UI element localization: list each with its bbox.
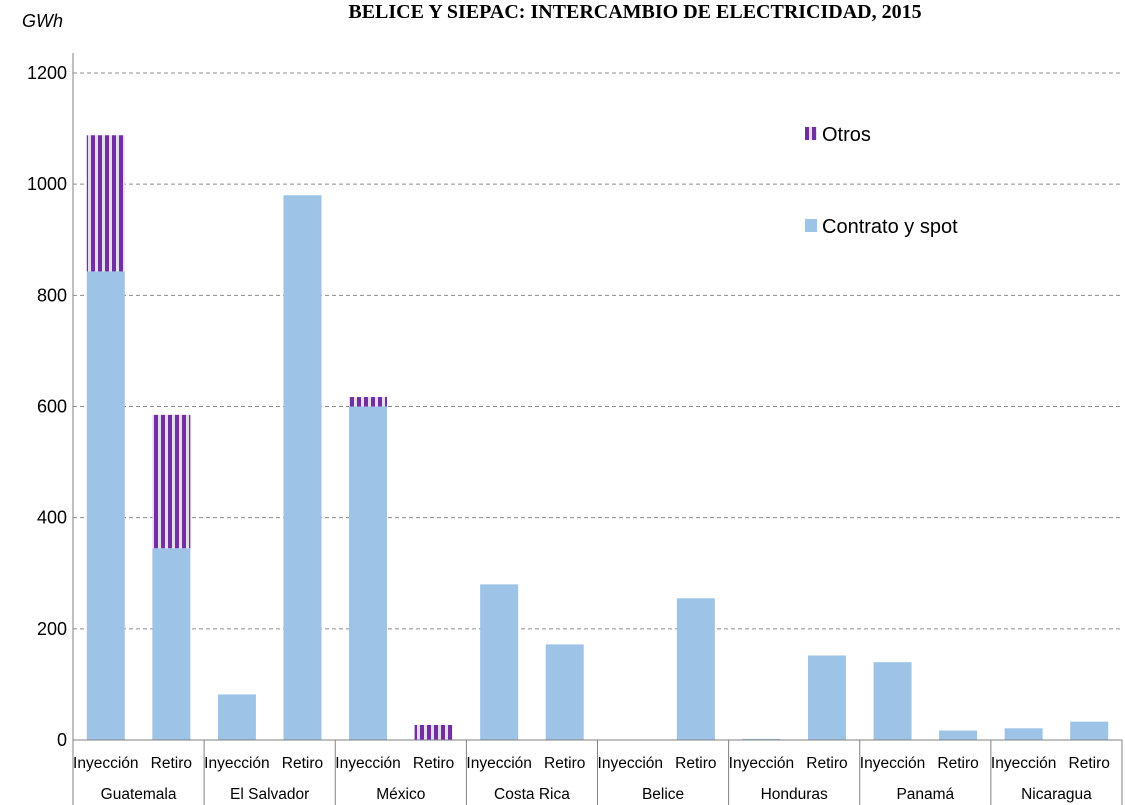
x-group-label: Nicaragua: [1021, 786, 1092, 803]
x-category-label: Inyección: [598, 755, 663, 772]
bar-contrato-spot: [939, 730, 978, 740]
y-tick-label: 800: [37, 285, 67, 305]
x-category-label: Inyección: [860, 755, 925, 772]
y-tick-label: 1200: [27, 63, 67, 83]
bar-otros: [152, 414, 191, 549]
y-axis-unit-label: GWh: [22, 11, 63, 31]
x-category-label: Retiro: [413, 755, 454, 772]
bar-contrato-spot: [807, 655, 846, 740]
x-group-label: Belice: [642, 786, 684, 803]
bar-contrato-spot: [152, 548, 191, 740]
x-group-label: Costa Rica: [494, 786, 570, 803]
x-group-label: Guatemala: [101, 786, 177, 803]
x-category-label: Inyección: [335, 755, 400, 772]
x-category-label: Inyección: [729, 755, 794, 772]
x-category-label: Retiro: [1069, 755, 1110, 772]
y-tick-label: 400: [37, 508, 67, 528]
x-category-label: Retiro: [151, 755, 192, 772]
x-category-label: Inyección: [204, 755, 269, 772]
x-category-label: Inyección: [466, 755, 531, 772]
bar-contrato-spot: [1070, 721, 1109, 740]
bar-contrato-spot: [676, 598, 715, 740]
bar-contrato-spot: [480, 584, 519, 740]
bar-contrato-spot: [86, 271, 125, 740]
x-axis: Inyección Retiro Inyección Retiro Inyección R…: [72, 53, 1123, 805]
bar-otros: [86, 135, 125, 272]
x-category-label: Retiro: [937, 755, 978, 772]
legend-swatch-contrato-spot: [805, 219, 817, 232]
y-tick-label: 200: [37, 619, 67, 639]
legend: Otros Contrato y spot: [805, 124, 958, 238]
legend-label-otros: Otros: [822, 124, 871, 146]
y-tick-label: 600: [37, 397, 67, 417]
x-category-label: Retiro: [806, 755, 847, 772]
x-category-label: Retiro: [282, 755, 323, 772]
x-group-label: México: [376, 786, 425, 803]
bar-contrato-spot: [217, 694, 256, 740]
x-category-label: Retiro: [544, 755, 585, 772]
y-tick-label: 0: [57, 730, 67, 750]
chart-title: BELICE Y SIEPAC: INTERCAMBIO DE ELECTRIC…: [348, 1, 921, 23]
x-group-label: El Salvador: [230, 786, 309, 803]
x-category-label: Inyección: [73, 755, 138, 772]
x-group-label: Honduras: [761, 786, 828, 803]
bar-contrato-spot: [283, 195, 322, 741]
x-group-label: Panamá: [896, 786, 954, 803]
bar-contrato-spot: [349, 406, 388, 740]
y-tick-label: 1000: [27, 174, 67, 194]
bar-otros: [414, 724, 453, 740]
y-axis-ticks: 0 200 400 600 800 1000 1200: [27, 63, 67, 750]
bar-otros: [349, 397, 388, 407]
bar-contrato-spot: [1004, 728, 1043, 740]
bar-contrato-spot: [873, 662, 912, 740]
legend-swatch-otros: [805, 127, 817, 140]
x-category-label: Retiro: [675, 755, 716, 772]
bars: [86, 135, 1109, 741]
x-category-label: Inyección: [991, 755, 1056, 772]
bar-contrato-spot: [742, 738, 781, 740]
bar-contrato-spot: [545, 644, 584, 740]
gridlines: [73, 72, 1122, 630]
legend-label-contrato-spot: Contrato y spot: [822, 216, 958, 238]
